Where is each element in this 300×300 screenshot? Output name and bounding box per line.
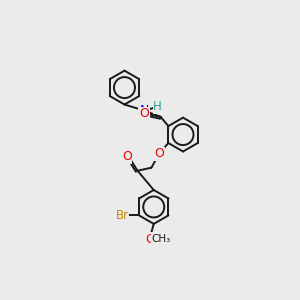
Text: O: O [145, 233, 155, 246]
Text: O: O [122, 150, 132, 164]
Text: N: N [140, 104, 149, 117]
Text: CH₃: CH₃ [152, 234, 171, 244]
Text: O: O [154, 147, 164, 160]
Text: O: O [139, 107, 148, 120]
Text: Br: Br [116, 209, 129, 222]
Text: H: H [153, 100, 162, 113]
